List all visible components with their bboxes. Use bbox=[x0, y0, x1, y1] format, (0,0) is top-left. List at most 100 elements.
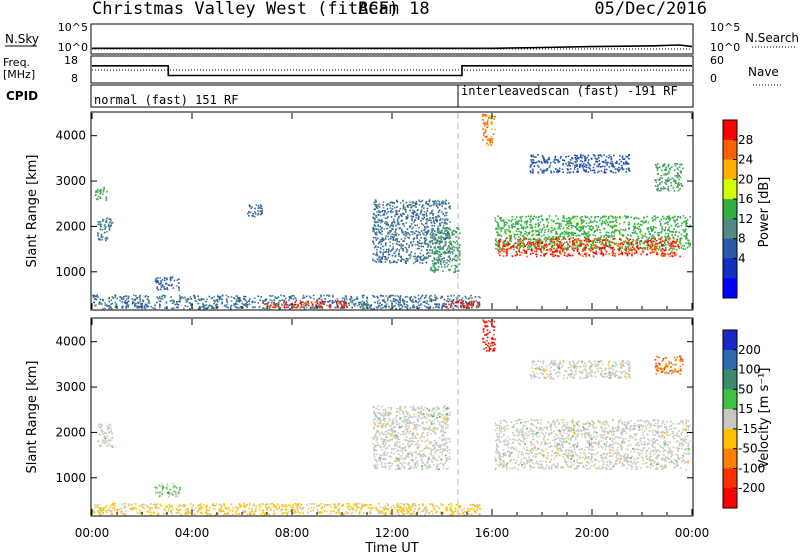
range-cell bbox=[448, 244, 450, 247]
range-cell bbox=[634, 230, 636, 233]
range-cell bbox=[417, 218, 420, 221]
range-cell bbox=[127, 306, 129, 308]
range-cell bbox=[248, 303, 251, 305]
range-cell bbox=[315, 304, 318, 306]
range-cell bbox=[575, 240, 578, 242]
range-cell bbox=[273, 513, 275, 515]
range-cell bbox=[550, 170, 552, 172]
velocity-panel-bg bbox=[91, 318, 693, 516]
range-cell bbox=[399, 208, 402, 210]
range-cell bbox=[337, 509, 340, 512]
range-cell bbox=[663, 229, 666, 232]
range-cell bbox=[406, 304, 408, 306]
range-cell bbox=[574, 156, 577, 159]
range-cell bbox=[425, 261, 428, 264]
range-cell bbox=[276, 303, 279, 305]
range-cell bbox=[605, 241, 607, 243]
range-cell bbox=[402, 244, 404, 247]
range-cell bbox=[372, 295, 374, 297]
range-cell bbox=[363, 504, 365, 507]
range-cell bbox=[568, 235, 570, 237]
range-cell bbox=[643, 241, 645, 244]
range-cell bbox=[279, 300, 282, 302]
range-cell bbox=[624, 240, 627, 242]
range-cell bbox=[305, 301, 307, 304]
range-cell bbox=[437, 211, 440, 214]
range-cell bbox=[599, 240, 601, 242]
range-cell bbox=[464, 305, 466, 307]
range-cell bbox=[374, 233, 377, 236]
range-cell bbox=[588, 248, 590, 250]
range-cell bbox=[321, 302, 323, 304]
range-cell bbox=[498, 240, 501, 243]
range-cell bbox=[390, 224, 393, 226]
range-cell bbox=[381, 220, 384, 223]
range-cell bbox=[171, 307, 173, 310]
range-cell bbox=[405, 508, 408, 510]
range-cell bbox=[432, 200, 434, 203]
range-cell bbox=[535, 247, 538, 249]
range-cell bbox=[358, 301, 360, 304]
range-cell bbox=[406, 509, 408, 511]
scatter-region bbox=[482, 113, 496, 146]
range-cell bbox=[428, 306, 430, 309]
range-cell bbox=[291, 295, 293, 297]
range-cell bbox=[384, 237, 387, 239]
range-cell bbox=[644, 235, 646, 237]
range-cell bbox=[606, 221, 609, 224]
range-cell bbox=[98, 511, 101, 514]
range-cell bbox=[549, 248, 551, 250]
range-cell bbox=[543, 161, 546, 163]
range-cell bbox=[166, 277, 168, 280]
range-cell bbox=[419, 507, 421, 510]
range-cell bbox=[421, 217, 423, 220]
range-cell bbox=[669, 252, 672, 255]
range-cell bbox=[415, 206, 417, 208]
range-cell bbox=[194, 297, 196, 299]
range-cell bbox=[348, 507, 350, 510]
range-cell bbox=[442, 270, 444, 272]
range-cell bbox=[646, 244, 649, 247]
range-cell bbox=[416, 511, 419, 513]
range-cell bbox=[259, 506, 262, 508]
range-cell bbox=[452, 250, 454, 253]
range-cell bbox=[641, 224, 643, 226]
range-cell bbox=[266, 304, 269, 307]
range-cell bbox=[432, 213, 435, 215]
range-cell bbox=[540, 161, 543, 163]
range-cell bbox=[459, 232, 461, 235]
range-cell bbox=[572, 244, 574, 247]
range-cell bbox=[597, 163, 600, 166]
range-cell bbox=[99, 223, 101, 225]
range-cell bbox=[576, 228, 579, 231]
range-cell bbox=[610, 162, 613, 165]
range-cell bbox=[167, 509, 170, 512]
range-cell bbox=[363, 303, 366, 305]
range-cell bbox=[569, 159, 572, 161]
range-cell bbox=[197, 505, 199, 507]
range-cell bbox=[404, 237, 406, 240]
range-cell bbox=[436, 297, 439, 300]
range-cell bbox=[384, 251, 386, 253]
range-cell bbox=[685, 223, 687, 225]
range-cell bbox=[550, 230, 552, 232]
range-cell bbox=[465, 297, 467, 299]
range-cell bbox=[389, 231, 392, 234]
range-cell bbox=[158, 296, 161, 298]
range-cell bbox=[121, 301, 124, 303]
range-cell bbox=[473, 508, 475, 511]
range-cell bbox=[264, 512, 267, 514]
range-cell bbox=[389, 245, 391, 247]
range-cell bbox=[104, 224, 106, 226]
range-cell bbox=[396, 238, 398, 240]
range-cell bbox=[374, 232, 376, 234]
range-cell bbox=[502, 220, 504, 222]
range-cell bbox=[444, 212, 447, 214]
range-cell bbox=[502, 242, 504, 244]
range-cell bbox=[664, 253, 666, 255]
range-cell bbox=[602, 252, 604, 255]
range-cell bbox=[416, 256, 418, 258]
range-cell bbox=[485, 129, 487, 132]
range-cell bbox=[447, 231, 449, 234]
range-cell bbox=[447, 298, 449, 300]
